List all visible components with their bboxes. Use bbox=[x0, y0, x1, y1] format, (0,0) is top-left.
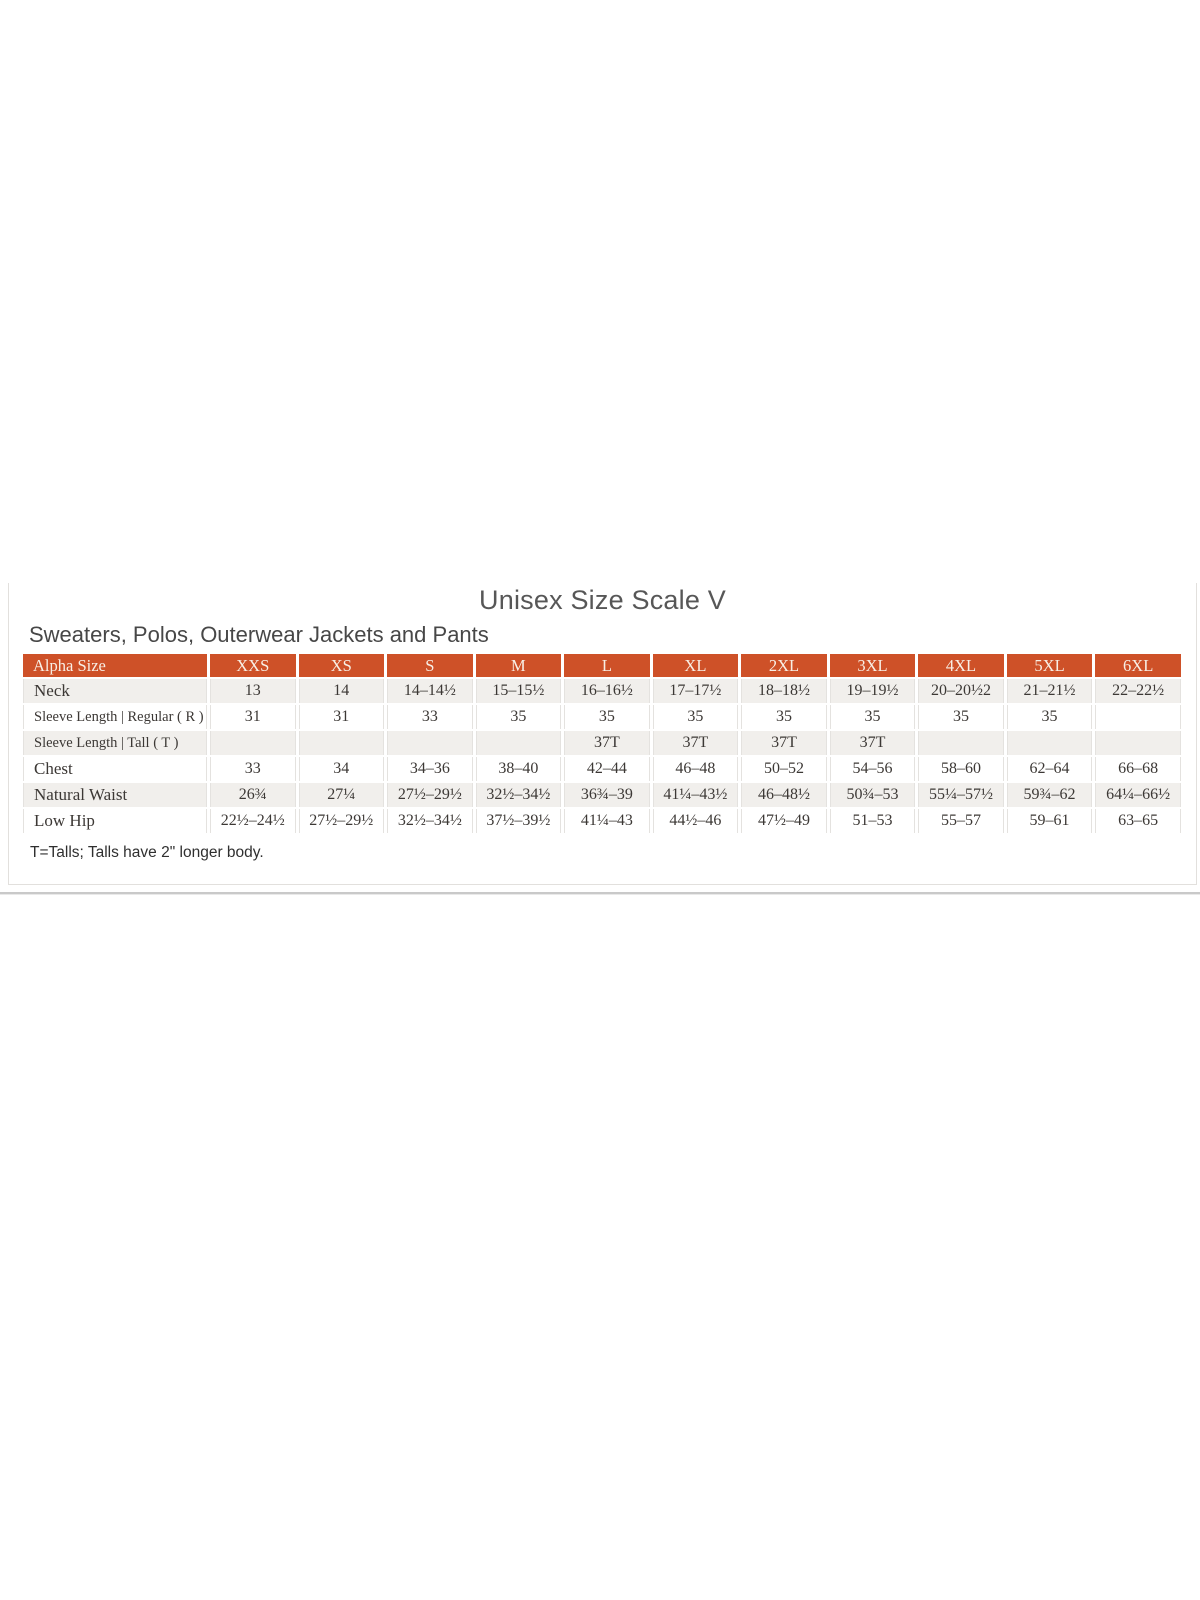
row-label: Low Hip bbox=[23, 809, 207, 834]
size-cell: 26¾ bbox=[210, 783, 296, 808]
size-cell: 34–36 bbox=[387, 757, 473, 782]
size-cell: 55–57 bbox=[918, 809, 1004, 834]
size-cell: 16–16½ bbox=[564, 679, 650, 704]
column-header: 2XL bbox=[741, 654, 827, 678]
size-cell: 41¼–43 bbox=[564, 809, 650, 834]
size-cell: 37T bbox=[652, 731, 739, 756]
size-cell: 18–18½ bbox=[741, 679, 827, 704]
column-header: L bbox=[564, 654, 650, 678]
column-header: M bbox=[475, 654, 562, 678]
table-row: Sleeve Length | Regular ( R ) 31 31 33 35 35 3… bbox=[23, 705, 1181, 730]
size-chart-panel: Unisex Size Scale V Sweaters, Polos, Out… bbox=[8, 583, 1197, 885]
size-cell bbox=[387, 731, 473, 756]
size-cell: 42–44 bbox=[564, 757, 650, 782]
size-cell bbox=[1095, 731, 1181, 756]
column-header: XXS bbox=[210, 654, 296, 678]
size-cell: 66–68 bbox=[1095, 757, 1181, 782]
row-label: Sleeve Length | Regular ( R ) bbox=[23, 705, 207, 730]
size-cell: 37½–39½ bbox=[475, 809, 562, 834]
table-row: Low Hip 22½–24½ 27½–29½ 32½–34½ 37½–39½ 41¼–4… bbox=[23, 809, 1181, 834]
size-cell: 33 bbox=[210, 757, 296, 782]
row-label: Sleeve Length | Tall ( T ) bbox=[23, 731, 207, 756]
size-cell: 59¾–62 bbox=[1006, 783, 1093, 808]
size-cell: 64¼–66½ bbox=[1095, 783, 1181, 808]
size-cell bbox=[210, 731, 296, 756]
size-cell: 51–53 bbox=[829, 809, 916, 834]
size-cell: 21–21½ bbox=[1006, 679, 1093, 704]
chart-subtitle: Sweaters, Polos, Outerwear Jackets and P… bbox=[29, 622, 489, 648]
alpha-size-header: Alpha Size bbox=[23, 654, 207, 678]
size-cell bbox=[475, 731, 562, 756]
size-table: Alpha Size XXS XS S M L XL 2XL 3XL 4XL 5XL 6XL Neck… bbox=[20, 652, 1184, 835]
size-cell: 34 bbox=[298, 757, 385, 782]
size-cell: 37T bbox=[741, 731, 827, 756]
size-cell: 44½–46 bbox=[652, 809, 739, 834]
table-row: Neck 13 14 14–14½ 15–15½ 16–16½ 17–17½ 18–18½ 19… bbox=[23, 679, 1181, 704]
column-header: 4XL bbox=[918, 654, 1004, 678]
row-label: Chest bbox=[23, 757, 207, 782]
size-cell: 14–14½ bbox=[387, 679, 473, 704]
size-cell: 13 bbox=[210, 679, 296, 704]
size-cell: 19–19½ bbox=[829, 679, 916, 704]
size-cell: 33 bbox=[387, 705, 473, 730]
size-cell: 41¼–43½ bbox=[652, 783, 739, 808]
size-cell bbox=[1006, 731, 1093, 756]
size-cell: 32½–34½ bbox=[387, 809, 473, 834]
column-header: XL bbox=[652, 654, 739, 678]
size-cell: 37T bbox=[564, 731, 650, 756]
table-row: Natural Waist 26¾ 27¼ 27½–29½ 32½–34½ 36¾–39 4… bbox=[23, 783, 1181, 808]
row-label: Neck bbox=[23, 679, 207, 704]
size-cell: 47½–49 bbox=[741, 809, 827, 834]
size-cell bbox=[1095, 705, 1181, 730]
size-cell: 62–64 bbox=[1006, 757, 1093, 782]
size-cell bbox=[918, 731, 1004, 756]
size-cell: 27¼ bbox=[298, 783, 385, 808]
column-header: S bbox=[387, 654, 473, 678]
size-cell: 35 bbox=[652, 705, 739, 730]
size-cell: 54–56 bbox=[829, 757, 916, 782]
size-cell: 38–40 bbox=[475, 757, 562, 782]
size-cell: 32½–34½ bbox=[475, 783, 562, 808]
size-cell: 35 bbox=[564, 705, 650, 730]
bottom-divider bbox=[0, 892, 1200, 895]
size-cell: 22–22½ bbox=[1095, 679, 1181, 704]
size-cell: 35 bbox=[918, 705, 1004, 730]
size-cell: 55¼–57½ bbox=[918, 783, 1004, 808]
size-cell: 46–48½ bbox=[741, 783, 827, 808]
column-header: XS bbox=[298, 654, 385, 678]
column-header: 6XL bbox=[1095, 654, 1181, 678]
row-label: Natural Waist bbox=[23, 783, 207, 808]
size-cell: 27½–29½ bbox=[298, 809, 385, 834]
size-cell bbox=[298, 731, 385, 756]
size-cell: 46–48 bbox=[652, 757, 739, 782]
size-cell: 35 bbox=[1006, 705, 1093, 730]
table-row: Sleeve Length | Tall ( T ) 37T 37T 37T 37T bbox=[23, 731, 1181, 756]
size-cell: 37T bbox=[829, 731, 916, 756]
size-cell: 31 bbox=[210, 705, 296, 730]
table-row: Chest 33 34 34–36 38–40 42–44 46–48 50–52 54–56 5… bbox=[23, 757, 1181, 782]
header-row: Alpha Size XXS XS S M L XL 2XL 3XL 4XL 5XL 6XL bbox=[23, 654, 1181, 678]
size-cell: 31 bbox=[298, 705, 385, 730]
column-header: 5XL bbox=[1006, 654, 1093, 678]
size-cell: 17–17½ bbox=[652, 679, 739, 704]
size-cell: 50¾–53 bbox=[829, 783, 916, 808]
size-cell: 15–15½ bbox=[475, 679, 562, 704]
size-cell: 22½–24½ bbox=[210, 809, 296, 834]
size-cell: 35 bbox=[829, 705, 916, 730]
size-cell: 35 bbox=[475, 705, 562, 730]
size-cell: 20–20½2 bbox=[918, 679, 1004, 704]
size-cell: 58–60 bbox=[918, 757, 1004, 782]
size-cell: 27½–29½ bbox=[387, 783, 473, 808]
size-cell: 35 bbox=[741, 705, 827, 730]
column-header: 3XL bbox=[829, 654, 916, 678]
page-title: Unisex Size Scale V bbox=[479, 585, 726, 615]
size-cell: 59–61 bbox=[1006, 809, 1093, 834]
size-cell: 63–65 bbox=[1095, 809, 1181, 834]
footnote: T=Talls; Talls have 2" longer body. bbox=[30, 844, 264, 862]
size-cell: 36¾–39 bbox=[564, 783, 650, 808]
size-cell: 14 bbox=[298, 679, 385, 704]
size-cell: 50–52 bbox=[741, 757, 827, 782]
